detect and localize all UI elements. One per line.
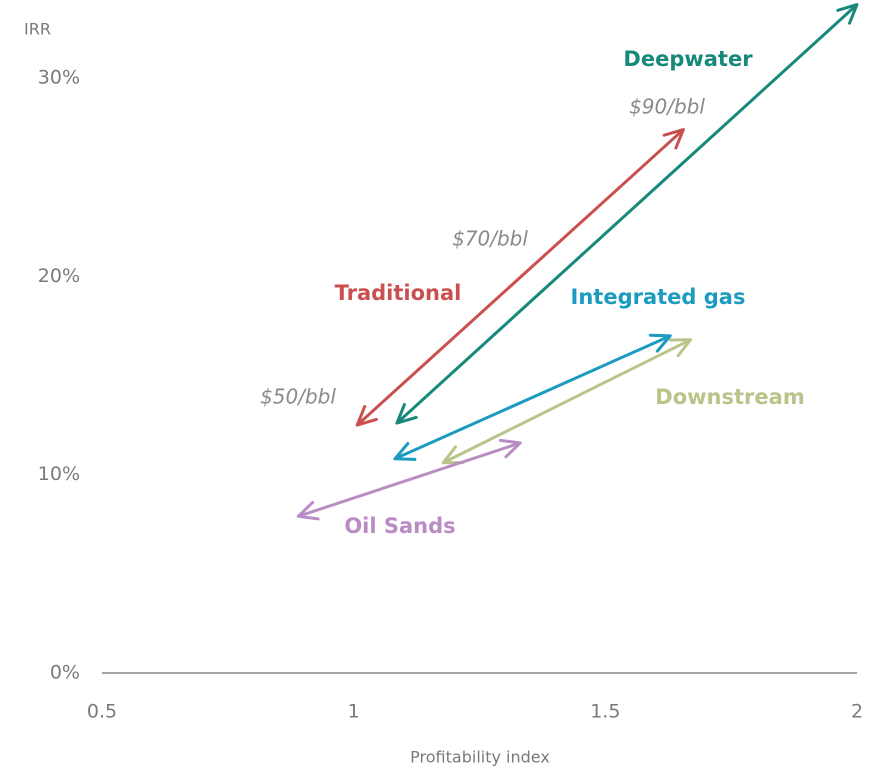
- arrow-head: [648, 333, 672, 353]
- arrow-head: [296, 500, 320, 521]
- arrow-head: [393, 442, 417, 461]
- arrow-line: [395, 3, 859, 425]
- series-label: Integrated gas: [571, 285, 746, 309]
- x-axis-label: Profitability index: [410, 748, 550, 767]
- y-tick-label: 10%: [38, 463, 80, 485]
- series-label: Deepwater: [623, 47, 753, 71]
- x-tick-label: 1: [348, 701, 360, 723]
- y-axis-label: IRR: [24, 20, 51, 39]
- y-tick-label: 20%: [38, 265, 80, 287]
- arrow-head: [355, 405, 378, 427]
- arrow-head: [395, 403, 418, 425]
- annotation: $90/bbl: [629, 95, 705, 119]
- arrow-line: [442, 338, 692, 465]
- annotation: $70/bbl: [452, 227, 528, 251]
- annotation: $50/bbl: [260, 385, 336, 409]
- series-label: Downstream: [655, 385, 804, 409]
- series-label: Oil Sands: [344, 514, 455, 538]
- arrow-head: [668, 338, 692, 358]
- arrow-line: [394, 334, 671, 461]
- arrow-line: [297, 441, 521, 518]
- x-tick-label: 2: [851, 701, 863, 723]
- x-tick-label: 1.5: [590, 701, 620, 723]
- x-tick-label: 0.5: [87, 701, 117, 723]
- arrow-head: [498, 438, 522, 459]
- arrow-head: [662, 128, 685, 150]
- y-tick-label: 30%: [38, 67, 80, 89]
- y-tick-label: 0%: [50, 662, 80, 684]
- arrow-line: [356, 128, 685, 427]
- series-label: Traditional: [335, 281, 462, 305]
- arrow-head: [836, 3, 859, 25]
